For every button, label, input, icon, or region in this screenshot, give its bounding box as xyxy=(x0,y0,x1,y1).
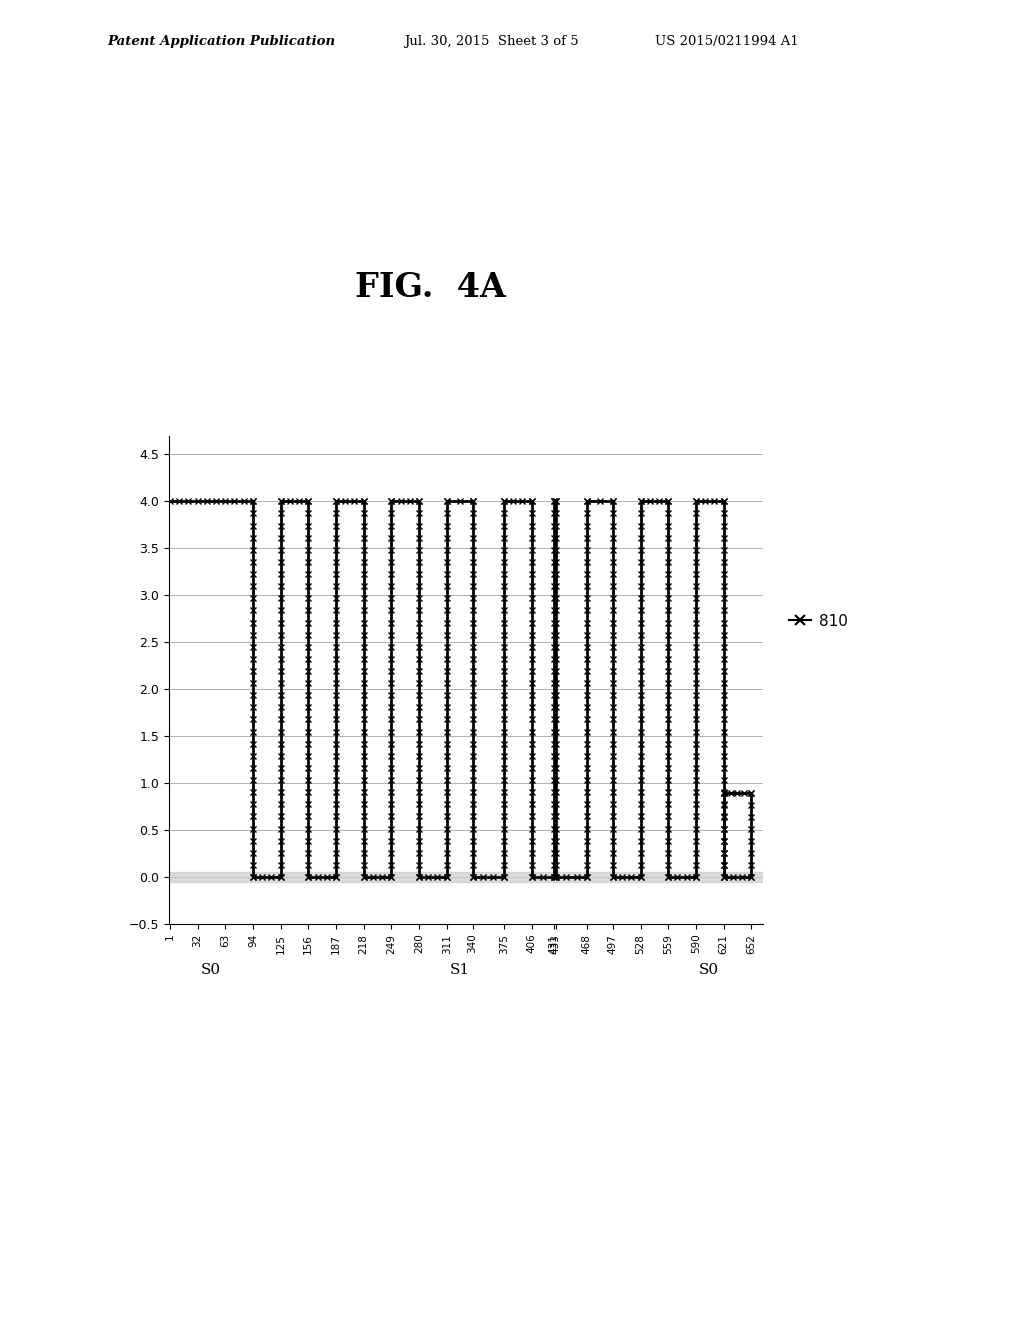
Legend: 810: 810 xyxy=(782,607,854,635)
Bar xyxy=(169,873,763,882)
Text: US 2015/0211994 A1: US 2015/0211994 A1 xyxy=(655,34,799,48)
Text: S0: S0 xyxy=(201,962,221,977)
Text: S0: S0 xyxy=(699,962,719,977)
Text: FIG.  4A: FIG. 4A xyxy=(354,271,506,304)
Text: Patent Application Publication: Patent Application Publication xyxy=(108,34,336,48)
Text: Jul. 30, 2015  Sheet 3 of 5: Jul. 30, 2015 Sheet 3 of 5 xyxy=(404,34,580,48)
Text: S1: S1 xyxy=(451,962,470,977)
